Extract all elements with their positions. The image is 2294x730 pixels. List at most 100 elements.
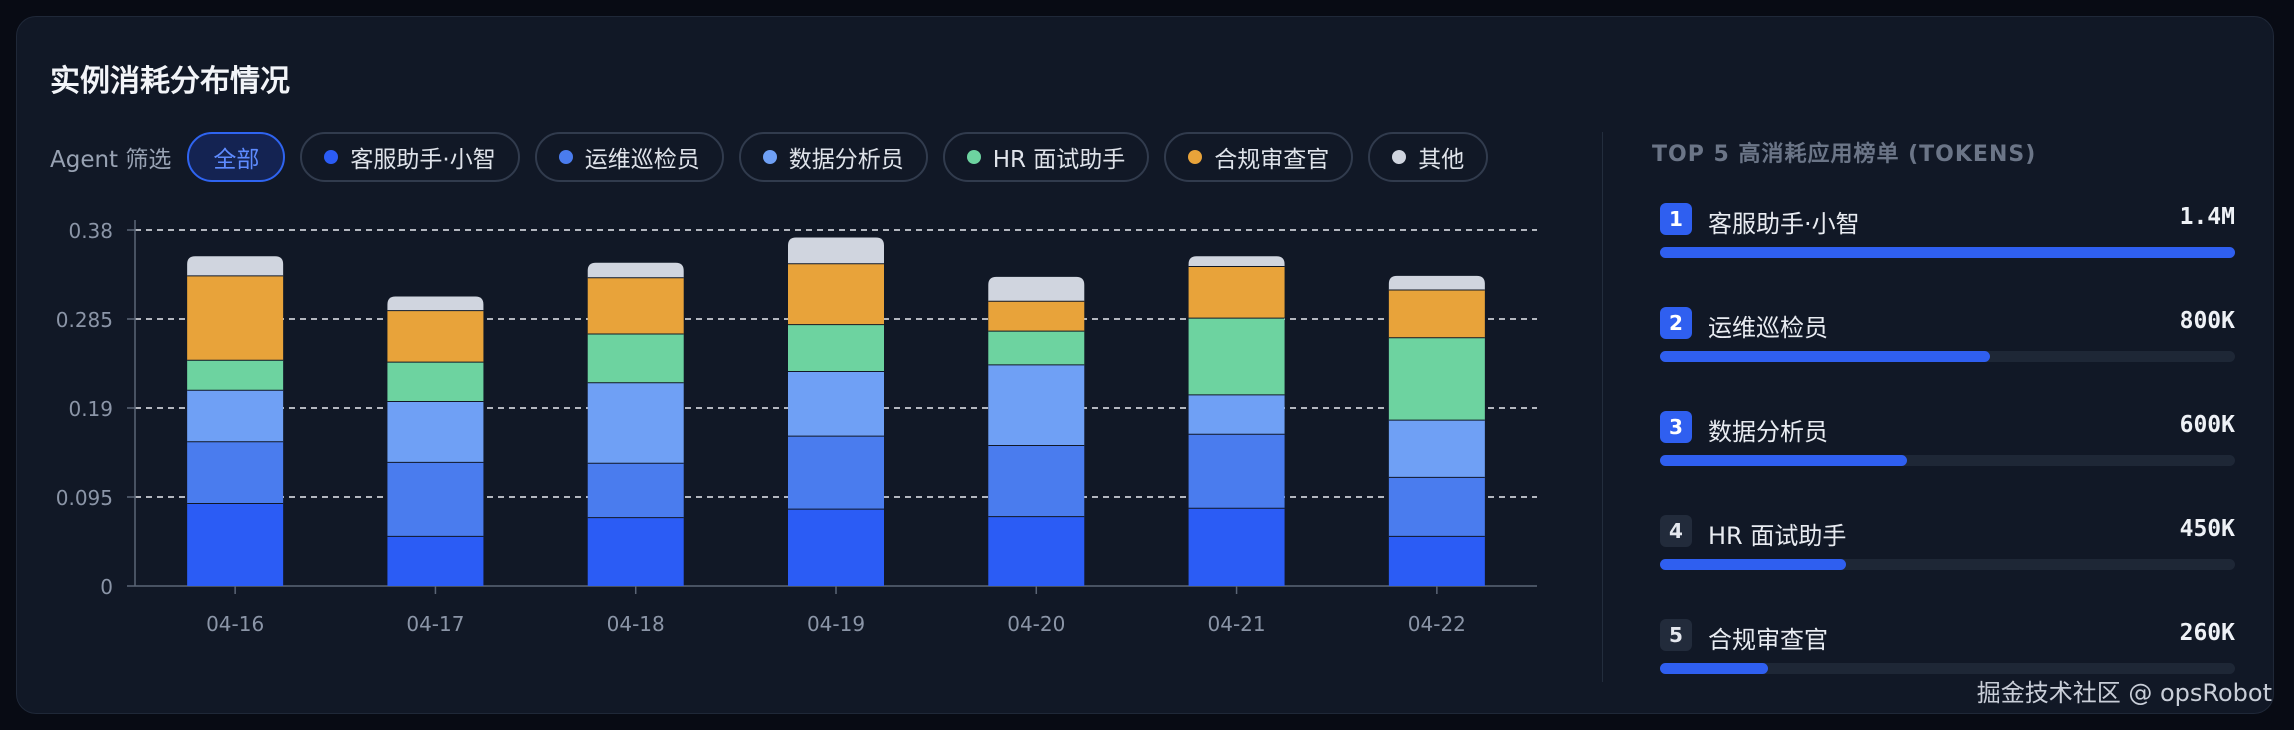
x-tick-label: 04-21 [1208, 612, 1266, 636]
ranking-item[interactable]: 1 客服助手·小智 1.4M [1660, 203, 2235, 273]
bar-segment[interactable] [1188, 508, 1285, 586]
bar-segment[interactable] [1188, 266, 1285, 319]
filter-chip-label: 合规审查官 [1214, 147, 1330, 173]
rank-badge: 3 [1660, 411, 1692, 443]
rank-progress-fill [1660, 663, 1769, 674]
rank-badge: 4 [1660, 515, 1692, 547]
bar-segment[interactable] [387, 462, 484, 537]
filter-chip-3[interactable]: 数据分析员 [738, 132, 928, 182]
bar-segment[interactable] [988, 331, 1085, 365]
filter-chip-5[interactable]: 合规审查官 [1164, 132, 1354, 182]
bar-segment[interactable] [587, 277, 684, 334]
filter-chips: 全部 客服助手·小智 运维巡检员 数据分析员 HR 面试助手 合规审查官 其他 [187, 132, 1503, 182]
filter-chip-label: 数据分析员 [788, 147, 904, 173]
bar-segment[interactable] [988, 445, 1085, 517]
stacked-bar-chart: 0 0.095 0.19 0.285 0.38 04-16 04-17 04-18 04-19 0… [56, 219, 1537, 636]
bar-segment[interactable] [187, 503, 284, 586]
x-tick-label: 04-18 [607, 612, 665, 636]
ranking-item[interactable]: 3 数据分析员 600K [1660, 411, 2235, 481]
bar-segment[interactable] [988, 301, 1085, 332]
bar-segment[interactable] [587, 517, 684, 586]
rank-token-value: 1.4M [2179, 204, 2235, 230]
bar-segment[interactable] [387, 401, 484, 463]
y-tick-label: 0.38 [68, 219, 113, 243]
filter-chip-2[interactable]: 运维巡检员 [534, 132, 724, 182]
bar-segment[interactable] [1388, 420, 1485, 478]
bar-segment[interactable] [1388, 289, 1485, 338]
panel-divider [1602, 132, 1603, 682]
ranking-item[interactable]: 2 运维巡检员 800K [1660, 307, 2235, 377]
bar-segment[interactable] [387, 362, 484, 402]
x-tick-label: 04-17 [406, 612, 464, 636]
rank-badge: 5 [1660, 619, 1692, 651]
y-tick-label: 0 [100, 575, 113, 599]
x-tick-label: 04-16 [206, 612, 264, 636]
filter-label: Agent 筛选 [50, 147, 172, 173]
bar-segment[interactable] [1188, 394, 1285, 435]
bar-segment[interactable] [1388, 536, 1485, 586]
legend-dot-icon [762, 150, 777, 164]
bar-segment[interactable] [788, 263, 884, 325]
filter-chip-1[interactable]: 客服助手·小智 [300, 132, 520, 182]
bar-segment[interactable] [988, 516, 1085, 586]
bar-segment[interactable] [788, 509, 884, 586]
rank-progress-fill [1660, 455, 1908, 466]
filter-chip-label: 全部 [213, 147, 260, 173]
bar-segment[interactable] [187, 256, 284, 276]
filter-chip-4[interactable]: HR 面试助手 [942, 132, 1150, 182]
rank-app-name: 数据分析员 [1708, 418, 1828, 446]
filter-chip-6[interactable]: 其他 [1368, 132, 1489, 182]
rank-badge: 1 [1660, 203, 1692, 235]
bar-segment[interactable] [788, 237, 884, 264]
rank-token-value: 450K [2179, 516, 2235, 542]
rank-app-name: 客服助手·小智 [1708, 210, 1860, 238]
bar-segment[interactable] [387, 536, 484, 586]
rank-app-name: 运维巡检员 [1708, 314, 1828, 342]
filter-chip-label: 客服助手·小智 [350, 147, 496, 173]
bar-segment[interactable] [788, 436, 884, 510]
rank-progress-fill [1660, 559, 1846, 570]
bar-segment[interactable] [587, 333, 684, 383]
filter-chip-0[interactable]: 全部 [187, 132, 286, 182]
bar-segment[interactable] [1388, 275, 1485, 290]
bar-segment[interactable] [187, 441, 284, 504]
watermark: 掘金技术社区 @ opsRobot [1976, 679, 2272, 707]
bar-segment[interactable] [387, 310, 484, 363]
rank-progress-track [1660, 247, 2235, 258]
card-title: 实例消耗分布情况 [50, 64, 290, 99]
bar-segment[interactable] [1188, 318, 1285, 395]
bar-segment[interactable] [1388, 477, 1485, 537]
rank-badge: 2 [1660, 307, 1692, 339]
agent-filter: Agent 筛选 全部 客服助手·小智 运维巡检员 数据分析员 HR 面试助手 合规审查官… [50, 132, 1503, 182]
bar-segment[interactable] [187, 390, 284, 442]
x-tick-label: 04-22 [1408, 612, 1466, 636]
ranking-title: TOP 5 高消耗应用榜单 (TOKENS) [1652, 142, 2037, 167]
bar-segment[interactable] [387, 296, 484, 311]
filter-chip-label: 运维巡检员 [584, 147, 700, 173]
legend-dot-icon [324, 150, 339, 164]
bar-segment[interactable] [1188, 434, 1285, 509]
bar-segment[interactable] [187, 275, 284, 361]
y-tick-label: 0.19 [68, 397, 113, 421]
x-tick-label: 04-19 [807, 612, 865, 636]
bar-segment[interactable] [587, 262, 684, 278]
bar-segment[interactable] [788, 371, 884, 437]
bar-segment[interactable] [587, 463, 684, 518]
ranking-item[interactable]: 4 HR 面试助手 450K [1660, 515, 2235, 585]
bar-segment[interactable] [1388, 337, 1485, 421]
rank-token-value: 260K [2179, 620, 2235, 646]
filter-chip-label: 其他 [1418, 147, 1465, 173]
rank-token-value: 600K [2179, 412, 2235, 438]
bar-segment[interactable] [587, 382, 684, 464]
y-tick-label: 0.285 [56, 308, 113, 332]
bar-segment[interactable] [788, 324, 884, 372]
rank-progress-track [1660, 455, 2235, 466]
bar-segment[interactable] [187, 360, 284, 391]
rank-progress-fill [1660, 247, 2235, 258]
legend-dot-icon [966, 150, 981, 164]
bar-segment[interactable] [988, 276, 1085, 302]
bar-segment[interactable] [1188, 256, 1285, 267]
rank-app-name: 合规审查官 [1708, 626, 1828, 654]
ranking-item[interactable]: 5 合规审查官 260K [1660, 619, 2235, 689]
bar-segment[interactable] [988, 364, 1085, 446]
